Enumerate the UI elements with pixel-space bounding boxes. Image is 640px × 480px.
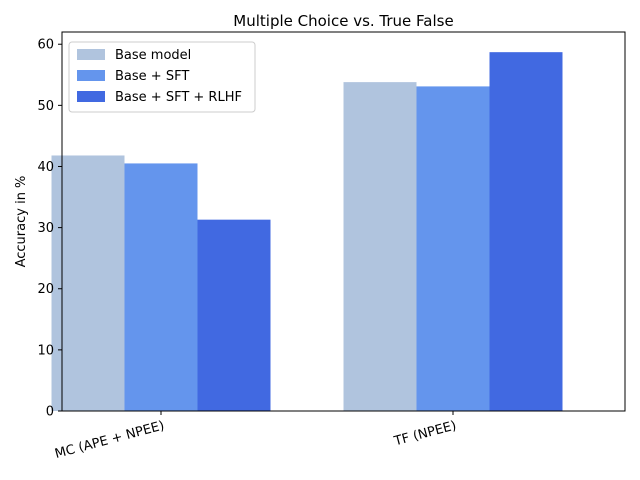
bar-2-1: [124, 163, 198, 411]
legend-label-2: Base + SFT: [115, 69, 189, 84]
bar-1-2: [343, 82, 417, 412]
bar-1-1: [51, 155, 125, 411]
y-tick-label: 60: [37, 38, 54, 53]
y-tick-label: 20: [37, 282, 54, 297]
bar-3-2: [489, 52, 563, 412]
chart-title: Multiple Choice vs. True False: [233, 12, 453, 30]
bar-3-1: [197, 219, 271, 411]
x-axis: MC (APE + NPEE) TF (NPEE): [53, 411, 458, 462]
legend-label-3: Base + SFT + RLHF: [115, 90, 242, 105]
y-tick-label: 50: [37, 99, 54, 114]
plot-frame: [61, 31, 626, 412]
legend-swatch-2: [77, 70, 105, 81]
legend-swatch-1: [77, 49, 105, 60]
x-tick-label: TF (NPEE): [392, 418, 458, 449]
y-tick-label: 40: [37, 160, 54, 175]
y-axis: 0 10 20 30 40 50 60: [37, 38, 62, 420]
bar-2-2: [416, 86, 490, 411]
bars-layer: [51, 52, 563, 412]
y-tick-label: 10: [37, 343, 54, 358]
legend-swatch-3: [77, 91, 105, 102]
y-axis-label: Accuracy in %: [14, 176, 29, 268]
y-tick-label: 30: [37, 221, 54, 236]
legend-label-1: Base model: [115, 48, 191, 63]
legend-frame: [68, 41, 256, 113]
y-tick-label: 0: [46, 405, 54, 420]
x-tick-label: MC (APE + NPEE): [53, 418, 166, 462]
legend: Base model Base + SFT Base + SFT + RLHF: [68, 41, 256, 113]
